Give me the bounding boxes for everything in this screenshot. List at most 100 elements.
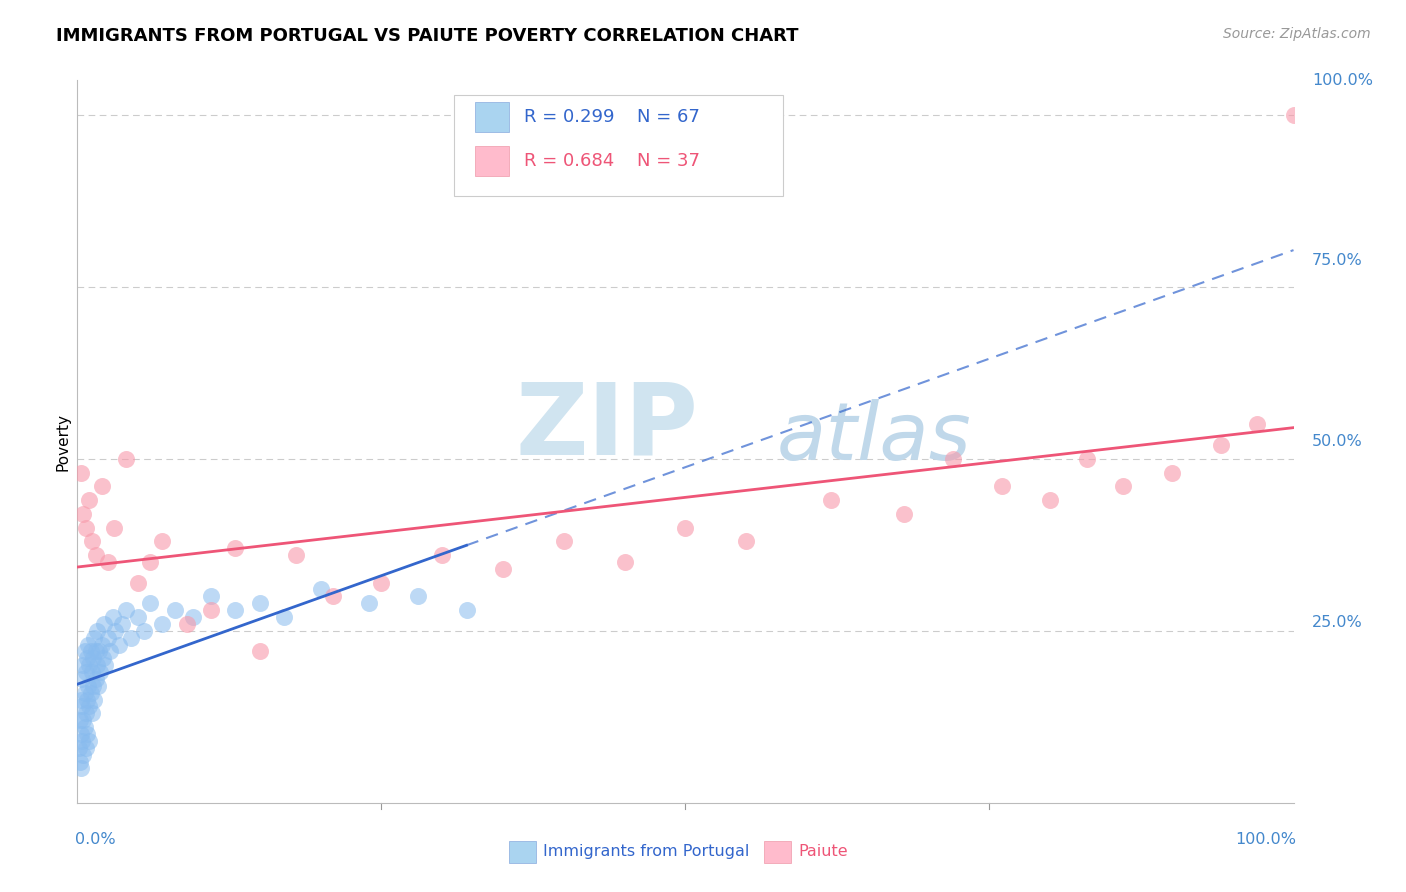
Point (94, 658, 117, 673)
Text: 50.0%: 50.0% (1312, 434, 1362, 449)
Point (97, 631, 120, 645)
Point (75, 740, 97, 755)
Point (93, 616, 115, 631)
Point (613, 555, 636, 569)
Point (80, 665, 103, 679)
Point (91, 651, 114, 665)
Point (942, 451, 965, 466)
Point (87, 679, 110, 693)
Text: IMMIGRANTS FROM PORTUGAL VS PAIUTE POVERTY CORRELATION CHART: IMMIGRANTS FROM PORTUGAL VS PAIUTE POVER… (56, 27, 799, 45)
Y-axis label: Poverty: Poverty (55, 412, 70, 471)
Point (70, 692, 93, 706)
Point (675, 520, 697, 534)
Point (76, 692, 98, 706)
Bar (765, 841, 792, 863)
Point (70, 672, 93, 686)
Point (79, 699, 101, 714)
Point (104, 624, 127, 638)
Text: Source: ZipAtlas.com: Source: ZipAtlas.com (1223, 27, 1371, 41)
Point (82, 651, 104, 665)
Point (83, 692, 105, 706)
Point (406, 590, 429, 604)
Text: 100.0%: 100.0% (1312, 73, 1372, 87)
Point (430, 548, 453, 562)
Point (134, 624, 156, 638)
Text: R = 0.299: R = 0.299 (523, 108, 614, 126)
Point (200, 590, 222, 604)
Point (75, 706, 97, 721)
Point (359, 596, 381, 610)
Point (70, 699, 93, 714)
Point (79, 493, 101, 508)
Point (86, 624, 108, 638)
Point (224, 541, 246, 556)
Point (72, 658, 94, 673)
Point (70, 466, 93, 480)
Text: ZIP: ZIP (515, 378, 697, 475)
Point (249, 644, 271, 658)
Point (1246, 417, 1268, 432)
Point (80, 686, 103, 700)
Point (101, 610, 124, 624)
Text: atlas: atlas (776, 399, 972, 477)
Point (735, 534, 758, 549)
Text: R = 0.684: R = 0.684 (523, 153, 614, 170)
Point (70, 727, 93, 741)
Point (75, 520, 97, 534)
Point (73, 644, 96, 658)
Point (76, 727, 98, 741)
Point (72, 747, 94, 762)
Text: 0.0%: 0.0% (75, 831, 115, 847)
Point (72, 507, 94, 521)
Point (84, 644, 107, 658)
Point (84, 548, 107, 562)
Point (990, 479, 1012, 493)
Point (152, 616, 174, 631)
Point (1161, 466, 1184, 480)
Point (97, 555, 120, 569)
Point (89, 665, 111, 679)
Point (86, 658, 108, 673)
Text: N = 37: N = 37 (637, 153, 700, 170)
Point (127, 610, 149, 624)
Point (553, 534, 575, 549)
Point (249, 596, 271, 610)
Point (309, 582, 332, 597)
Point (90, 479, 112, 493)
Point (89, 644, 111, 658)
Point (1282, 108, 1305, 122)
Point (82, 679, 104, 693)
Point (67, 740, 90, 755)
Point (73, 720, 96, 734)
Point (69, 713, 91, 727)
Text: 25.0%: 25.0% (1312, 615, 1362, 630)
Point (176, 616, 198, 631)
Text: Immigrants from Portugal: Immigrants from Portugal (543, 845, 749, 859)
Text: 100.0%: 100.0% (1234, 831, 1296, 847)
Point (75, 665, 97, 679)
Point (80, 644, 103, 658)
Point (820, 493, 842, 508)
Point (73, 686, 96, 700)
Point (893, 507, 915, 521)
Point (224, 603, 246, 617)
Point (70, 761, 93, 775)
Point (200, 603, 222, 617)
Point (1209, 438, 1232, 452)
Point (79, 658, 101, 673)
Point (163, 603, 186, 617)
Bar (475, 146, 509, 177)
Point (127, 575, 149, 590)
Point (72, 713, 94, 727)
Point (456, 603, 478, 617)
Point (1076, 451, 1098, 466)
Point (84, 672, 107, 686)
Text: 75.0%: 75.0% (1312, 253, 1362, 268)
Bar (509, 841, 536, 863)
Point (115, 451, 138, 466)
Point (69, 755, 91, 769)
Point (70, 734, 93, 748)
Point (285, 548, 308, 562)
Point (80, 534, 103, 549)
Text: Paiute: Paiute (799, 845, 848, 859)
